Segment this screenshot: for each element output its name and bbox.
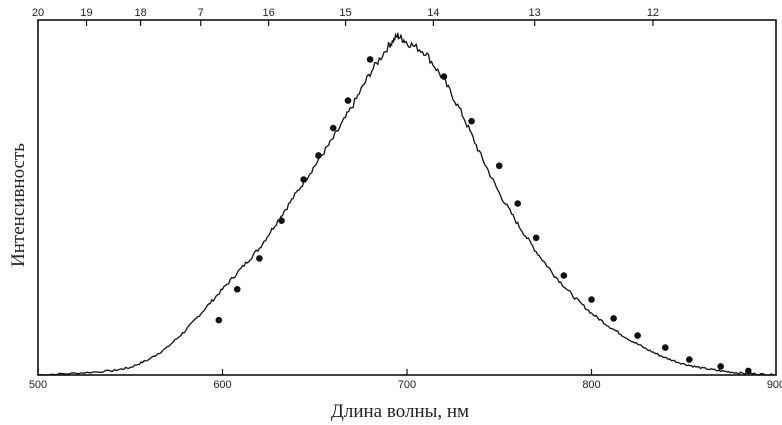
data-point [278,217,285,224]
data-point [495,162,503,170]
data-point [532,234,540,242]
data-point [685,356,693,363]
x-tick-label: 900 [767,379,782,391]
x-tick-label: 700 [398,379,416,391]
x-axis-title: Длина волны, нм [331,401,469,422]
data-point [329,124,337,132]
data-point [256,255,263,262]
x-tick-label: 600 [213,379,231,391]
data-point [300,176,307,183]
series-layer [37,32,776,376]
data-point [468,117,475,125]
top-tick-label: 16 [263,7,275,19]
data-point [514,200,521,207]
x-tick-label: 500 [29,379,47,391]
data-point [588,296,595,303]
data-point [215,316,223,324]
data-point [560,272,568,279]
top-tick-label: 12 [647,7,659,19]
data-point [610,315,617,322]
x-axis-ticks: 500 600 700 800 900 [29,369,782,391]
top-axis-ticks: 20 19 18 7 16 15 14 13 12 [32,7,659,26]
x-tick-label: 800 [582,379,600,391]
data-point [440,73,448,80]
data-point [344,97,352,104]
spectrum-line [37,32,776,376]
top-tick-label: 14 [427,7,439,19]
data-point [366,56,374,63]
data-point [315,152,322,159]
data-point [745,367,752,375]
top-tick-label: 7 [198,7,204,19]
top-tick-label: 20 [32,7,44,19]
plot-frame [37,19,777,376]
data-point [634,332,641,339]
data-point [662,344,669,351]
data-point [717,363,724,370]
top-tick-label: 13 [529,7,541,19]
top-tick-label: 18 [134,7,146,19]
top-tick-label: 15 [339,7,351,19]
top-tick-label: 19 [80,7,92,19]
y-axis-title: Интенсивность [8,143,29,267]
data-point [233,285,241,293]
